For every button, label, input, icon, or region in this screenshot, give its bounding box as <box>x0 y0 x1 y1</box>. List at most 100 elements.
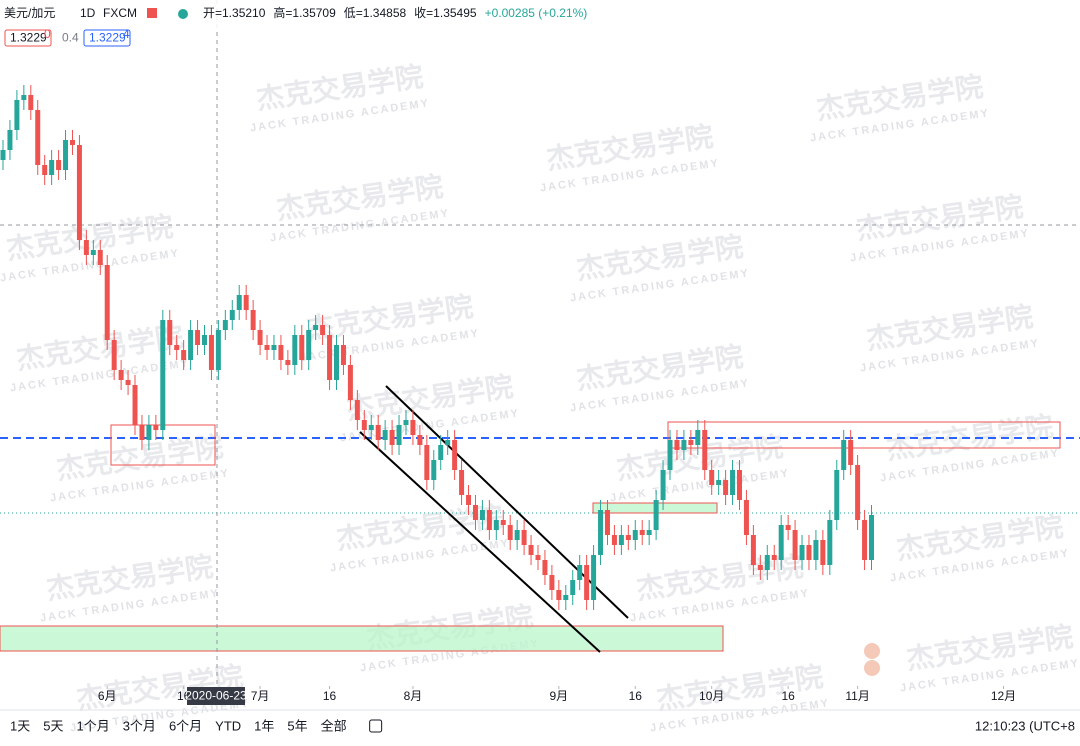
candle-body <box>340 345 346 365</box>
candle-body <box>611 535 617 545</box>
range-button[interactable]: 5天 <box>43 718 63 733</box>
candle-body <box>500 520 506 525</box>
candle-body <box>424 445 430 480</box>
candle-body <box>334 345 340 380</box>
candle-body <box>396 425 402 445</box>
candle-body <box>591 555 597 600</box>
candle-body <box>69 140 75 145</box>
candle-body <box>410 420 416 435</box>
candle-body <box>584 565 590 600</box>
candle-body <box>604 510 610 535</box>
range-button[interactable]: 6个月 <box>169 718 202 733</box>
x-axis: 6月 16 7月 16 8月 9月 16 10月 16 11月 12月 <box>98 686 1016 703</box>
candle-body <box>528 545 534 555</box>
channel-line <box>359 431 601 653</box>
candle-body <box>146 425 152 440</box>
spread: 0.4 <box>62 31 79 45</box>
candle-body <box>431 460 437 480</box>
candle-body <box>799 545 805 560</box>
status-dot <box>178 9 188 19</box>
candle-body <box>702 430 708 470</box>
badge-price: 1.3229 <box>10 31 47 45</box>
candle-body <box>514 530 520 540</box>
range-button[interactable]: 1年 <box>254 718 274 733</box>
candle-body <box>118 370 124 380</box>
candle-body <box>778 525 784 560</box>
candle-body <box>327 335 333 380</box>
range-button[interactable]: 1个月 <box>76 718 109 733</box>
candle-body <box>521 530 527 545</box>
candle-body <box>688 440 694 445</box>
candle-body <box>841 440 847 470</box>
candle-body <box>417 435 423 445</box>
candle-body <box>549 575 555 590</box>
candle-body <box>709 470 715 485</box>
candle-body <box>716 480 722 485</box>
candle-body <box>445 440 451 445</box>
x-tick-label: 12月 <box>991 689 1016 703</box>
source: FXCM <box>103 6 137 20</box>
range-button[interactable]: 5年 <box>287 718 307 733</box>
resistance-zone <box>667 421 1061 449</box>
ohlc-value: 高=1.35709 <box>273 5 336 20</box>
badge-sup: 4 <box>123 27 130 41</box>
candle-body <box>35 110 41 165</box>
candle-body <box>139 425 145 440</box>
flag-icon <box>147 8 157 18</box>
candle-body <box>653 500 659 530</box>
candle-body <box>632 530 638 540</box>
candle-body <box>646 530 652 535</box>
candle-body <box>76 145 82 240</box>
symbol: 美元/加元 <box>4 6 55 20</box>
badge[interactable] <box>83 29 131 47</box>
candle-body <box>306 330 312 360</box>
candle-body <box>167 320 173 345</box>
candle-body <box>222 320 228 330</box>
candle-body <box>389 430 395 445</box>
event-icon <box>864 660 880 676</box>
candle-body <box>869 515 875 560</box>
candle-body <box>660 470 666 500</box>
candle-body <box>125 380 131 385</box>
candle-body <box>862 520 868 560</box>
candle-body <box>736 470 742 500</box>
x-tick-label: 11月 <box>845 689 869 703</box>
candle-body <box>563 595 569 600</box>
candle-body <box>320 325 326 335</box>
candle-body <box>375 425 381 440</box>
candle-body <box>625 535 631 540</box>
candle-body <box>827 520 833 565</box>
candle-body <box>834 470 840 520</box>
candle-body <box>97 250 103 265</box>
candle-body <box>486 510 492 530</box>
candle-body <box>236 295 242 310</box>
range-button[interactable]: 全部 <box>321 718 347 733</box>
candle-body <box>243 295 249 310</box>
replay-icon[interactable] <box>369 719 383 733</box>
candle-body <box>354 400 360 420</box>
candle-body <box>806 545 812 560</box>
candle-body <box>785 525 791 530</box>
candle-body <box>577 565 583 580</box>
badge-sup: 0 <box>44 27 51 41</box>
candle-body <box>848 440 854 465</box>
range-button[interactable]: 1天 <box>10 718 30 733</box>
candle-body <box>855 465 861 520</box>
candle-body <box>695 430 701 445</box>
event-icon <box>864 643 880 659</box>
candle-body <box>292 335 298 365</box>
candle-body <box>570 580 576 595</box>
candle-body <box>299 335 305 360</box>
candle-body <box>403 420 409 425</box>
range-button[interactable]: 3个月 <box>123 718 156 733</box>
candle-body <box>111 340 117 370</box>
candle-body <box>42 165 48 175</box>
candle-body <box>438 445 444 460</box>
candle-body <box>21 95 27 100</box>
candle-body <box>271 345 277 350</box>
range-button[interactable]: YTD <box>215 718 241 733</box>
ohlc: 开=1.35210 高=1.35709 低=1.34858 收=1.35495 +0.0… <box>203 5 587 20</box>
badge[interactable] <box>4 29 52 47</box>
candle-body <box>681 440 687 450</box>
candle-body <box>278 345 284 360</box>
